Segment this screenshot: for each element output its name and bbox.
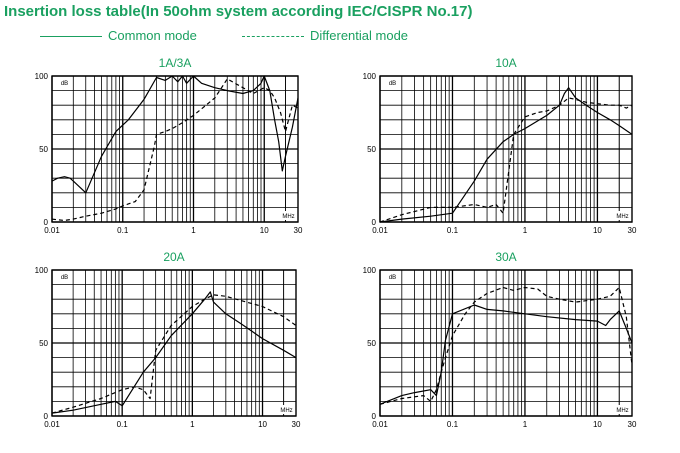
y-tick-label: 100 bbox=[35, 72, 49, 81]
x-tick-label: 30 bbox=[628, 226, 637, 235]
y-tick-label: 0 bbox=[372, 412, 377, 421]
unit-label: dB bbox=[389, 81, 396, 87]
common-mode-curve bbox=[51, 291, 297, 414]
chart-title: 20A bbox=[163, 250, 184, 264]
unit-label: dB bbox=[61, 275, 68, 281]
legend-differential-label: Differential mode bbox=[310, 28, 409, 43]
y-tick-label: 0 bbox=[44, 218, 49, 227]
y-tick-label: 100 bbox=[363, 266, 377, 275]
unit-label-bg bbox=[386, 78, 399, 87]
x-tick-label: 1 bbox=[523, 420, 528, 429]
y-tick-label: 50 bbox=[39, 145, 48, 154]
y-tick-label: 50 bbox=[367, 145, 376, 154]
plot-frame bbox=[379, 75, 633, 223]
x-tick-label: 1 bbox=[191, 226, 196, 235]
x-tick-label: 30 bbox=[628, 420, 637, 429]
freq-unit-label: MHz bbox=[282, 214, 294, 220]
x-tick-label: 0.01 bbox=[44, 226, 60, 235]
x-tick-label: 30 bbox=[294, 226, 303, 235]
unit-label: dB bbox=[389, 275, 396, 281]
x-tick-label: 10 bbox=[258, 420, 267, 429]
legend-dashed-line-icon bbox=[242, 36, 304, 38]
unit-label: dB bbox=[61, 81, 68, 87]
legend-common-mode: Common mode bbox=[40, 28, 197, 44]
y-tick-label: 50 bbox=[367, 339, 376, 348]
unit-label-bg bbox=[58, 272, 71, 281]
freq-unit-label: MHz bbox=[616, 214, 628, 220]
freq-label-bg bbox=[279, 405, 294, 414]
chart-title: 1A/3A bbox=[159, 56, 192, 70]
differential-mode-curve bbox=[51, 78, 299, 222]
x-tick-label: 1 bbox=[523, 226, 528, 235]
x-tick-label: 0.01 bbox=[372, 226, 388, 235]
x-tick-label: 30 bbox=[292, 420, 301, 429]
y-tick-label: 50 bbox=[39, 339, 48, 348]
freq-unit-label: MHz bbox=[616, 408, 628, 414]
legend-differential-mode: Differential mode bbox=[242, 28, 408, 44]
differential-mode-curve bbox=[51, 294, 297, 414]
freq-label-bg bbox=[615, 405, 630, 414]
freq-unit-label: MHz bbox=[280, 408, 292, 414]
x-tick-label: 0.1 bbox=[447, 420, 459, 429]
chart-title: 30A bbox=[495, 250, 516, 264]
unit-label-bg bbox=[386, 272, 399, 281]
x-tick-label: 10 bbox=[593, 420, 602, 429]
legend-common-label: Common mode bbox=[108, 28, 197, 43]
common-mode-curve bbox=[379, 304, 633, 405]
y-tick-label: 0 bbox=[372, 218, 377, 227]
x-tick-label: 0.1 bbox=[117, 420, 129, 429]
differential-mode-curve bbox=[379, 97, 633, 223]
x-tick-label: 0.01 bbox=[44, 420, 60, 429]
x-tick-label: 0.01 bbox=[372, 420, 388, 429]
x-tick-label: 10 bbox=[260, 226, 269, 235]
plot-frame bbox=[51, 75, 299, 223]
y-tick-label: 0 bbox=[44, 412, 49, 421]
chart-title: 10A bbox=[495, 56, 516, 70]
legend-solid-line-icon bbox=[40, 36, 102, 38]
page-title: Insertion loss table(In 50ohm system acc… bbox=[4, 3, 473, 20]
plot-frame bbox=[51, 269, 297, 417]
common-mode-curve bbox=[379, 87, 633, 223]
y-tick-label: 100 bbox=[363, 72, 377, 81]
x-tick-label: 10 bbox=[593, 226, 602, 235]
y-tick-label: 100 bbox=[35, 266, 49, 275]
x-tick-label: 0.1 bbox=[117, 226, 129, 235]
x-tick-label: 1 bbox=[190, 420, 195, 429]
x-tick-label: 0.1 bbox=[447, 226, 459, 235]
unit-label-bg bbox=[58, 78, 71, 87]
freq-label-bg bbox=[281, 211, 296, 220]
freq-label-bg bbox=[615, 211, 630, 220]
common-mode-curve bbox=[51, 75, 299, 194]
